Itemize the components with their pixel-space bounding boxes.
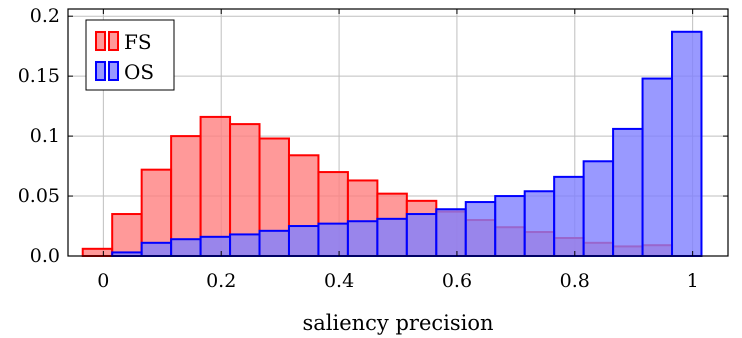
plot-frame (67, 8, 729, 257)
bar-os-14 (523, 190, 556, 257)
bar-os-10 (405, 213, 438, 257)
x-tick-label-2: 0.4 (324, 270, 354, 292)
x-tick-label-0: 0 (97, 270, 109, 292)
bar-os-17 (612, 127, 644, 257)
x-tick-label-1: 0.2 (206, 270, 236, 292)
legend: FS OS (85, 19, 175, 91)
axis-ticks: 0 0.2 0.4 0.6 0.8 1 0.0 0.05 0.1 0.15 0.2 (18, 5, 728, 292)
bar-os-4 (229, 233, 261, 258)
bar-os-15 (553, 175, 585, 257)
bar-os-7 (317, 222, 349, 258)
legend-swatch-os (95, 61, 119, 81)
bar-os-19 (671, 30, 703, 257)
bar-os-6 (287, 225, 320, 258)
series-os (111, 30, 703, 258)
bar-os-11 (435, 208, 467, 258)
bar-os-2 (170, 238, 202, 257)
histogram-bars (81, 30, 703, 258)
bar-os-3 (199, 235, 232, 258)
bar-fs-1 (111, 213, 143, 257)
bar-os-16 (582, 160, 615, 257)
bar-fs-0 (81, 247, 114, 258)
bar-os-9 (376, 217, 408, 257)
legend-label-fs: FS (124, 30, 152, 54)
x-tick-label-5: 1 (687, 270, 699, 292)
bar-os-13 (494, 195, 526, 257)
x-axis-label: saliency precision (302, 311, 493, 335)
bar-os-18 (641, 77, 674, 257)
y-tick-label-4: 0.2 (30, 5, 60, 27)
legend-label-os: OS (124, 60, 154, 84)
y-tick-label-1: 0.05 (18, 185, 60, 207)
bar-fs-4 (199, 115, 232, 257)
x-tick-label-3: 0.6 (442, 270, 472, 292)
y-tick-label-0: 0.0 (30, 245, 60, 267)
bar-os-1 (140, 241, 173, 258)
x-tick-label-4: 0.8 (560, 270, 590, 292)
y-tick-label-2: 0.1 (30, 125, 60, 147)
bar-fs-3 (170, 135, 202, 258)
legend-swatch-fs (95, 31, 119, 51)
bar-os-8 (346, 220, 379, 257)
y-tick-label-3: 0.15 (18, 65, 60, 87)
bar-os-5 (258, 229, 290, 257)
bar-os-12 (464, 201, 497, 257)
